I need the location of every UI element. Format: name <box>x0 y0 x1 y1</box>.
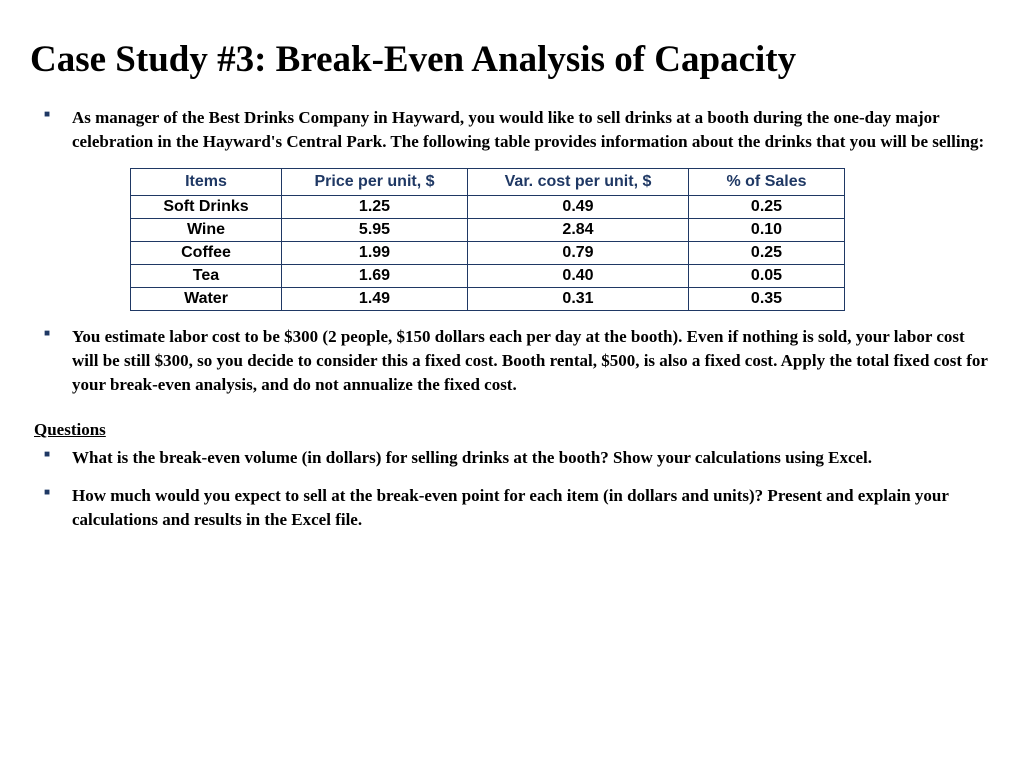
cell-price: 1.25 <box>282 195 468 218</box>
cell-item: Wine <box>131 218 282 241</box>
questions-heading: Questions <box>34 420 994 440</box>
post-table-bullet-list: You estimate labor cost to be $300 (2 pe… <box>44 325 994 396</box>
cell-pctsales: 0.35 <box>689 287 845 310</box>
cell-price: 1.69 <box>282 264 468 287</box>
cell-pctsales: 0.25 <box>689 241 845 264</box>
table-row: Soft Drinks 1.25 0.49 0.25 <box>131 195 845 218</box>
cell-item: Tea <box>131 264 282 287</box>
th-price: Price per unit, $ <box>282 168 468 195</box>
table-row: Coffee 1.99 0.79 0.25 <box>131 241 845 264</box>
th-varcost: Var. cost per unit, $ <box>468 168 689 195</box>
cell-pctsales: 0.05 <box>689 264 845 287</box>
drinks-table: Items Price per unit, $ Var. cost per un… <box>130 168 845 311</box>
table-header-row: Items Price per unit, $ Var. cost per un… <box>131 168 845 195</box>
cell-varcost: 0.79 <box>468 241 689 264</box>
question-bullet: What is the break-even volume (in dollar… <box>44 446 994 470</box>
cell-price: 1.49 <box>282 287 468 310</box>
intro-bullet: As manager of the Best Drinks Company in… <box>44 106 994 154</box>
cell-price: 5.95 <box>282 218 468 241</box>
cell-item: Water <box>131 287 282 310</box>
th-pctsales: % of Sales <box>689 168 845 195</box>
page-title: Case Study #3: Break-Even Analysis of Ca… <box>30 38 994 82</box>
drinks-table-wrap: Items Price per unit, $ Var. cost per un… <box>130 168 994 311</box>
cell-pctsales: 0.25 <box>689 195 845 218</box>
intro-bullet-list: As manager of the Best Drinks Company in… <box>44 106 994 154</box>
cell-item: Coffee <box>131 241 282 264</box>
cell-price: 1.99 <box>282 241 468 264</box>
questions-bullet-list: What is the break-even volume (in dollar… <box>44 446 994 531</box>
post-table-bullet: You estimate labor cost to be $300 (2 pe… <box>44 325 994 396</box>
table-row: Water 1.49 0.31 0.35 <box>131 287 845 310</box>
table-row: Wine 5.95 2.84 0.10 <box>131 218 845 241</box>
cell-varcost: 2.84 <box>468 218 689 241</box>
cell-varcost: 0.49 <box>468 195 689 218</box>
table-row: Tea 1.69 0.40 0.05 <box>131 264 845 287</box>
question-bullet: How much would you expect to sell at the… <box>44 484 994 532</box>
cell-item: Soft Drinks <box>131 195 282 218</box>
th-items: Items <box>131 168 282 195</box>
slide-container: Case Study #3: Break-Even Analysis of Ca… <box>0 0 1024 576</box>
cell-pctsales: 0.10 <box>689 218 845 241</box>
cell-varcost: 0.40 <box>468 264 689 287</box>
cell-varcost: 0.31 <box>468 287 689 310</box>
